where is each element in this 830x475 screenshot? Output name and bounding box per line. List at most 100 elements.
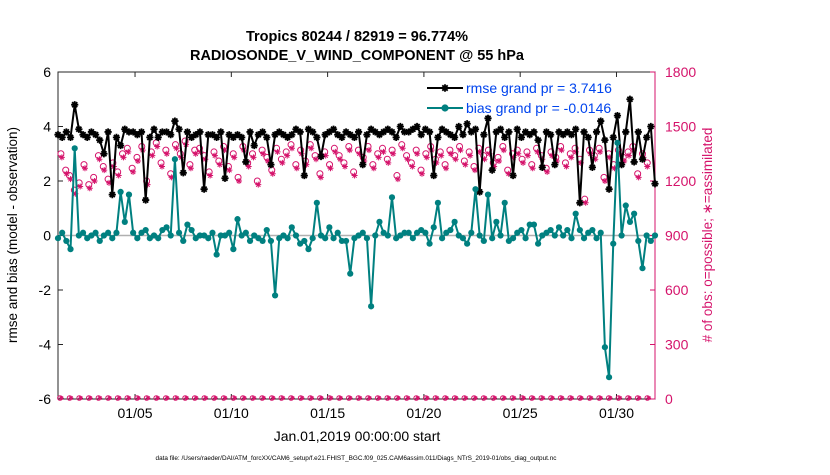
rmse-point bbox=[204, 131, 212, 139]
bias-series bbox=[54, 139, 659, 381]
rmse-point bbox=[100, 150, 108, 158]
rmse-point bbox=[488, 166, 496, 174]
obs-assimilated-point bbox=[274, 148, 281, 155]
rmse-point bbox=[346, 131, 354, 139]
obs-assimilated-point bbox=[58, 154, 65, 161]
bias-point bbox=[518, 226, 525, 234]
rmse-point bbox=[400, 128, 409, 136]
obs-assimilated-point bbox=[386, 395, 392, 401]
rmse-point bbox=[313, 133, 321, 141]
rmse-point bbox=[300, 171, 308, 180]
bias-point bbox=[438, 235, 446, 242]
obs-assimilated-point bbox=[510, 154, 517, 161]
obs-assimilated-point bbox=[341, 163, 348, 170]
obs-assimilated-point bbox=[192, 150, 199, 157]
obs-assimilated-point bbox=[616, 150, 623, 157]
rmse-point bbox=[142, 196, 150, 204]
rmse-point bbox=[233, 131, 242, 139]
bias-point bbox=[359, 229, 366, 236]
rmse-point bbox=[121, 125, 129, 133]
obs-assimilated-point bbox=[463, 395, 469, 401]
rmse-point bbox=[559, 131, 567, 139]
rmse-point bbox=[104, 128, 112, 136]
rmse-point bbox=[359, 161, 367, 169]
rmse-point bbox=[146, 133, 154, 141]
bias-point bbox=[493, 218, 500, 225]
obs-assimilated-point bbox=[376, 395, 382, 401]
obs-assimilated-point bbox=[569, 395, 575, 401]
legend-rmse-marker bbox=[441, 84, 449, 92]
obs-assimilated-point bbox=[521, 395, 526, 401]
rmse-point bbox=[62, 128, 70, 136]
rmse-point bbox=[492, 128, 500, 136]
rmse-point bbox=[296, 128, 304, 136]
obs-assimilated-point bbox=[425, 395, 430, 401]
bias-point bbox=[593, 235, 600, 242]
y-tick-label: -4 bbox=[39, 337, 52, 353]
rmse-point bbox=[179, 169, 187, 177]
rmse-point bbox=[200, 185, 208, 193]
obs-assimilated-point bbox=[544, 168, 551, 175]
rmse-point bbox=[592, 128, 601, 136]
bias-point bbox=[368, 303, 375, 310]
bias-point bbox=[509, 235, 517, 242]
obs-assimilated-point bbox=[500, 147, 507, 154]
obs-assimilated-point bbox=[290, 395, 295, 401]
obs-assimilated-point bbox=[375, 154, 382, 161]
obs-assimilated-point bbox=[245, 163, 252, 170]
y2-tick-label: 1800 bbox=[665, 64, 696, 80]
bias-point bbox=[226, 229, 233, 236]
bias-point bbox=[459, 235, 467, 242]
rmse-point bbox=[605, 185, 613, 193]
rmse-point bbox=[647, 122, 655, 131]
rmse-point bbox=[208, 131, 217, 139]
rmse-point bbox=[526, 131, 534, 139]
rmse-point bbox=[338, 133, 346, 141]
bias-point bbox=[622, 202, 629, 209]
obs-assimilated-point bbox=[207, 172, 214, 179]
rmse-point bbox=[275, 128, 283, 136]
obs-assimilated-point bbox=[279, 159, 286, 166]
obs-assimilated-point bbox=[68, 395, 74, 401]
bias-point bbox=[426, 240, 433, 247]
rmse-point bbox=[609, 133, 617, 141]
obs-assimilated-point bbox=[414, 150, 421, 157]
obs-assimilated-point bbox=[471, 167, 478, 174]
obs-assimilated-point bbox=[193, 395, 199, 401]
obs-assimilated-point bbox=[332, 148, 339, 155]
legend-bias-label: bias grand pr = -0.0146 bbox=[466, 100, 611, 116]
obs-assimilated-point bbox=[309, 395, 315, 401]
obs-assimilated-point bbox=[337, 156, 344, 163]
rmse-point bbox=[288, 131, 296, 139]
rmse-point bbox=[513, 125, 521, 133]
bias-point bbox=[430, 224, 437, 231]
obs-assimilated-point bbox=[232, 395, 238, 401]
obs-assimilated-point bbox=[607, 395, 613, 401]
obs-assimilated-point bbox=[611, 165, 618, 172]
bias-point bbox=[230, 246, 237, 253]
rmse-point bbox=[563, 128, 571, 136]
obs-assimilated-point bbox=[173, 145, 180, 152]
rmse-point bbox=[304, 125, 313, 133]
rmse-point bbox=[334, 131, 342, 139]
obs-assimilated-point bbox=[288, 145, 295, 152]
bias-point bbox=[242, 229, 249, 236]
rmse-point bbox=[309, 128, 317, 136]
chart-subtitle: RADIOSONDE_V_WIND_COMPONENT @ 55 hPa bbox=[190, 48, 525, 64]
x-tick-label: 01/05 bbox=[118, 405, 153, 421]
bias-point bbox=[209, 229, 216, 236]
rmse-point bbox=[371, 128, 379, 136]
obs-assimilated-point bbox=[646, 395, 652, 401]
footer-data-file: data file: /Users/raeder/DAI/ATM_forcXX/… bbox=[156, 455, 558, 462]
obs-assimilated-point bbox=[592, 156, 599, 163]
rmse-point bbox=[363, 131, 371, 139]
bias-point bbox=[484, 191, 492, 198]
bias-point bbox=[184, 221, 191, 228]
obs-assimilated-point bbox=[280, 395, 286, 401]
bias-point bbox=[564, 226, 571, 234]
obs-assimilated-point bbox=[149, 152, 156, 159]
obs-assimilated-point bbox=[409, 163, 416, 170]
rmse-point bbox=[534, 136, 542, 144]
rmse-point bbox=[547, 131, 555, 139]
